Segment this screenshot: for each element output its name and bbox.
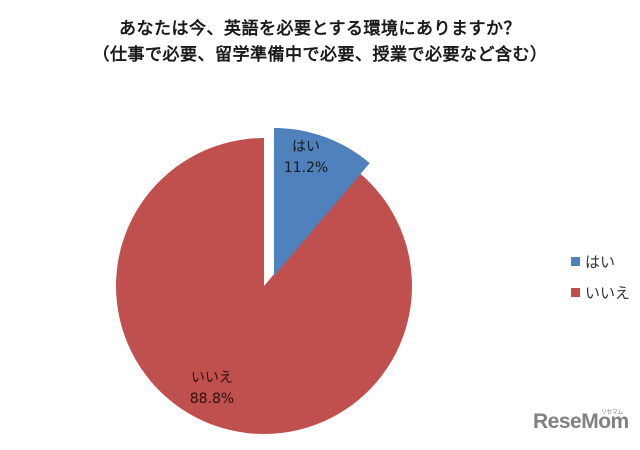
- legend-label-yes: はい: [585, 253, 616, 271]
- slice-label-yes: はい: [292, 139, 320, 155]
- legend-label-no: いいえ: [585, 284, 631, 302]
- logo-text: ReseMom: [533, 410, 629, 433]
- logo-subtext: リセマム: [600, 410, 624, 416]
- slice-label-no: いいえ: [191, 370, 233, 386]
- chart-title-line1: あなたは今、英語を必要とする環境にありますか？: [119, 19, 521, 39]
- chart-title-line2: （仕事で必要、留学準備中で必要、授業で必要など含む）: [92, 45, 548, 65]
- slice-pct-yes: 11.2%: [284, 160, 328, 176]
- legend-item-yes: はい: [571, 251, 615, 272]
- resemom-logo: ReseMom リセマム: [533, 410, 629, 434]
- pie-slice-no[interactable]: [116, 138, 413, 434]
- legend-swatch-no: [571, 288, 580, 297]
- legend-swatch-yes: [571, 257, 580, 266]
- pie-slice-yes[interactable]: [274, 128, 370, 276]
- legend-item-no: いいえ: [571, 282, 630, 303]
- slice-pct-no: 88.8%: [190, 391, 234, 407]
